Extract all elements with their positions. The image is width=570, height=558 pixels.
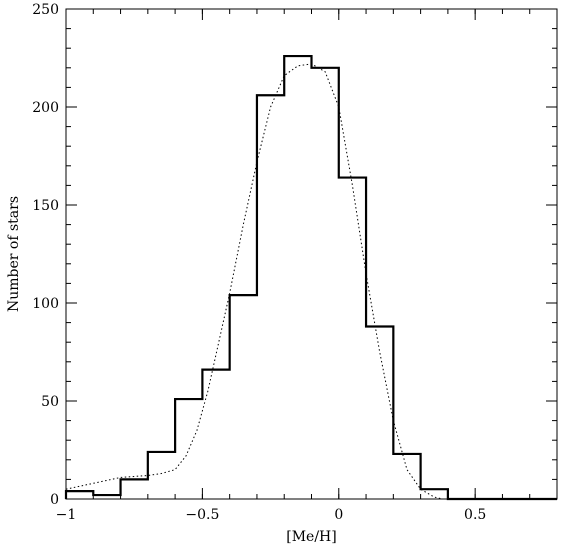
x-tick-label: −0.5: [185, 507, 219, 523]
histogram-bar: [148, 452, 175, 499]
histogram-step-outline: [64, 54, 557, 501]
y-tick-label: 150: [32, 198, 59, 214]
y-tick-label: 250: [32, 2, 59, 18]
histogram-bar: [393, 454, 420, 499]
histogram-bar: [202, 370, 229, 499]
x-axis-title: [Me/H]: [286, 529, 336, 545]
histogram-bar: [230, 295, 257, 499]
histogram-bar: [312, 68, 339, 499]
histogram-bar: [421, 489, 448, 499]
histogram-bar: [257, 95, 284, 499]
x-tick-labels: −1 −0.5 0 0.5: [56, 507, 487, 523]
plot-frame: [65, 8, 558, 500]
histogram-bar: [339, 178, 366, 499]
y-tick-label: 50: [41, 394, 59, 410]
histogram-bar: [66, 491, 93, 499]
histogram-bar: [121, 479, 148, 499]
y-tick-label: 0: [50, 492, 59, 508]
histogram-bar: [284, 56, 311, 499]
x-tick-label: 0: [334, 507, 343, 523]
y-tick-labels: 0 50 100 150 200 250: [32, 2, 59, 508]
fit-curve-dotted: [65, 63, 557, 500]
major-ticks: [65, 8, 557, 500]
y-tick-label: 200: [32, 100, 59, 116]
x-tick-label: 0.5: [464, 507, 486, 523]
x-tick-label: −1: [56, 507, 77, 523]
y-tick-label: 100: [32, 296, 59, 312]
y-axis-title: Number of stars: [6, 196, 22, 312]
minor-ticks: [65, 8, 558, 500]
histogram-bar: [366, 327, 393, 499]
